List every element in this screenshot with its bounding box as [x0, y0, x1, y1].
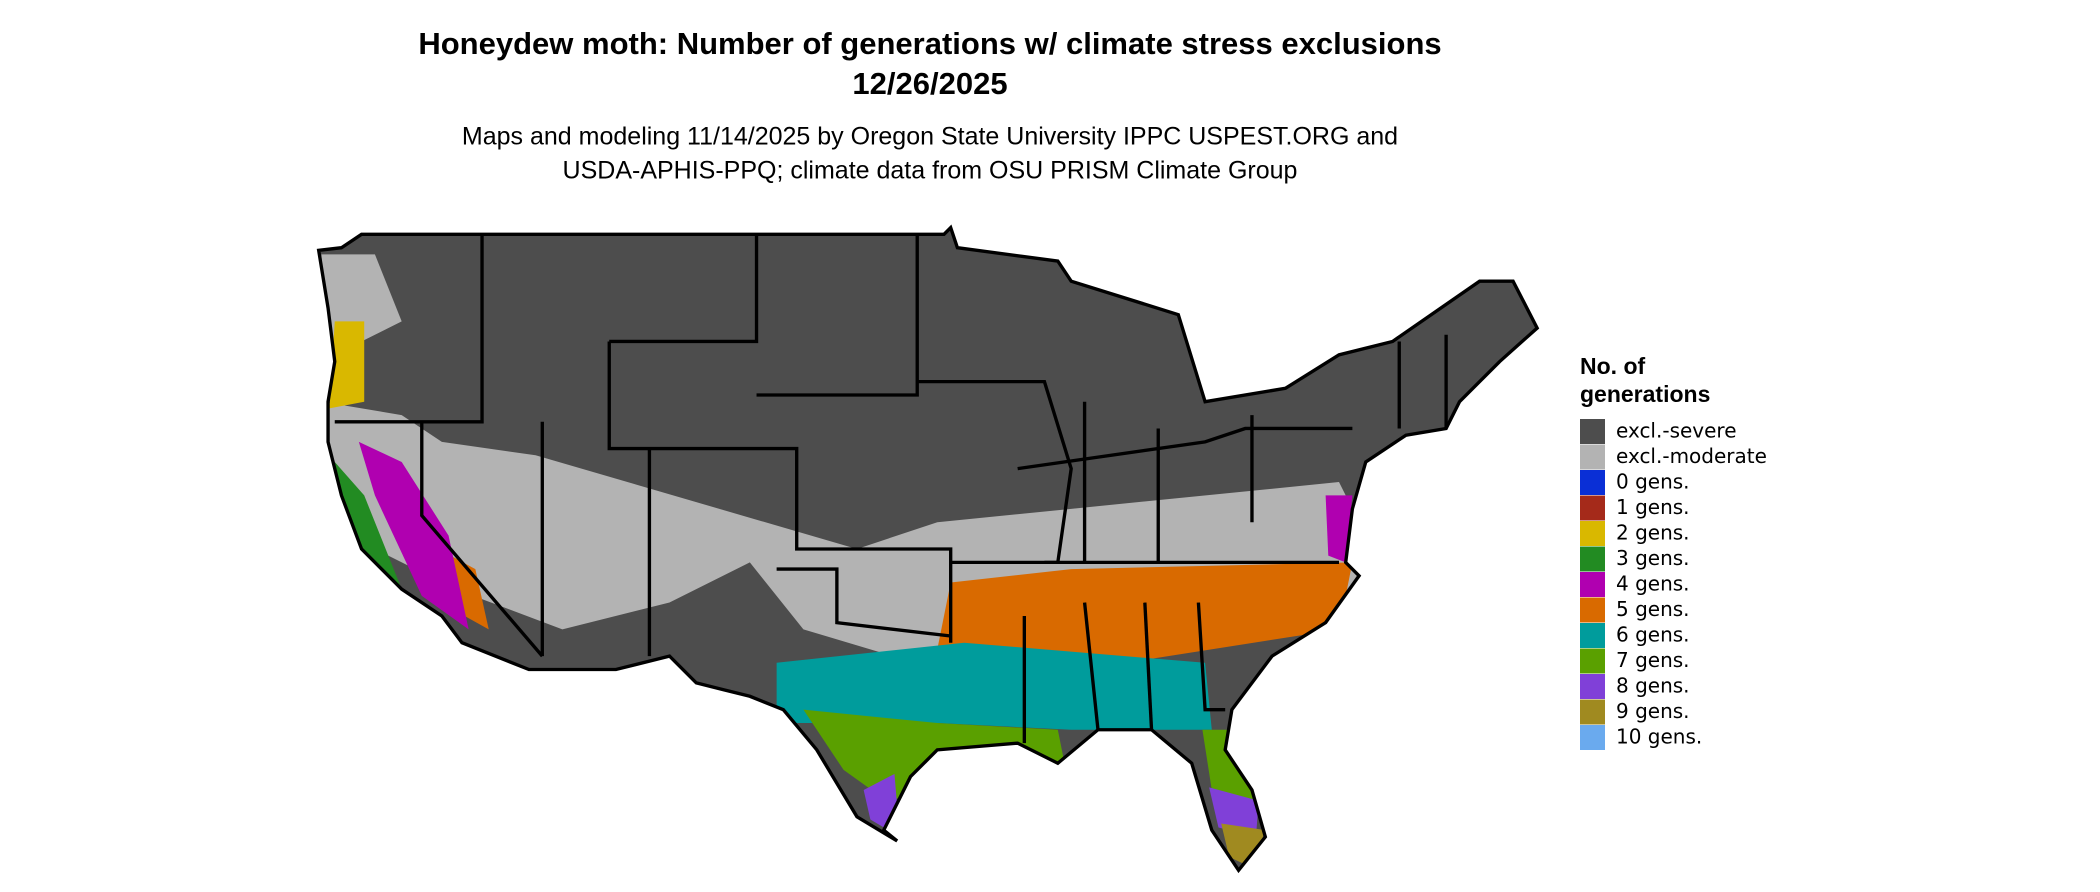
legend-swatch [1580, 444, 1605, 470]
legend-swatch [1580, 623, 1605, 648]
legend-swatch [1580, 699, 1605, 725]
legend-label: 10 gens. [1616, 725, 1702, 749]
legend-title: generations [1580, 381, 1710, 407]
legend-swatch [1580, 597, 1605, 623]
legend-label: 7 gens. [1616, 648, 1690, 672]
legend-label: 9 gens. [1616, 699, 1690, 723]
legend-swatch [1580, 572, 1605, 597]
map-title: Honeydew moth: Number of generations w/ … [418, 26, 1441, 61]
legend-label: excl.-severe [1616, 419, 1737, 443]
legend-label: excl.-moderate [1616, 444, 1767, 468]
subtitle: Maps and modeling 11/14/2025 by Oregon S… [462, 123, 1398, 151]
legend-swatch [1580, 419, 1605, 444]
subtitle: USDA-APHIS-PPQ; climate data from OSU PR… [563, 157, 1298, 185]
legend-label: 3 gens. [1616, 546, 1690, 570]
legend-swatch [1580, 674, 1605, 699]
legend-title: No. of [1580, 353, 1645, 379]
region [334, 461, 402, 590]
legend-swatch [1580, 725, 1605, 750]
legend-swatch [1580, 470, 1605, 495]
region [1325, 495, 1353, 563]
legend-label: 8 gens. [1616, 674, 1690, 698]
legend-swatch [1580, 546, 1605, 572]
legend-label: 5 gens. [1616, 597, 1690, 621]
legend: No. of generations excl.-severeexcl.-mod… [1580, 353, 1767, 750]
region [329, 321, 365, 409]
legend-label: 2 gens. [1616, 521, 1690, 545]
legend-swatch [1580, 521, 1605, 546]
legend-label: 0 gens. [1616, 470, 1690, 494]
legend-label: 4 gens. [1616, 572, 1690, 596]
map-date: 12/26/2025 [852, 66, 1007, 101]
state-borders [316, 224, 1540, 874]
legend-label: 1 gens. [1616, 495, 1690, 519]
legend-label: 6 gens. [1616, 623, 1690, 647]
region [358, 441, 469, 630]
legend-swatch [1580, 495, 1605, 521]
legend-swatch [1580, 648, 1605, 674]
region [776, 642, 1212, 730]
